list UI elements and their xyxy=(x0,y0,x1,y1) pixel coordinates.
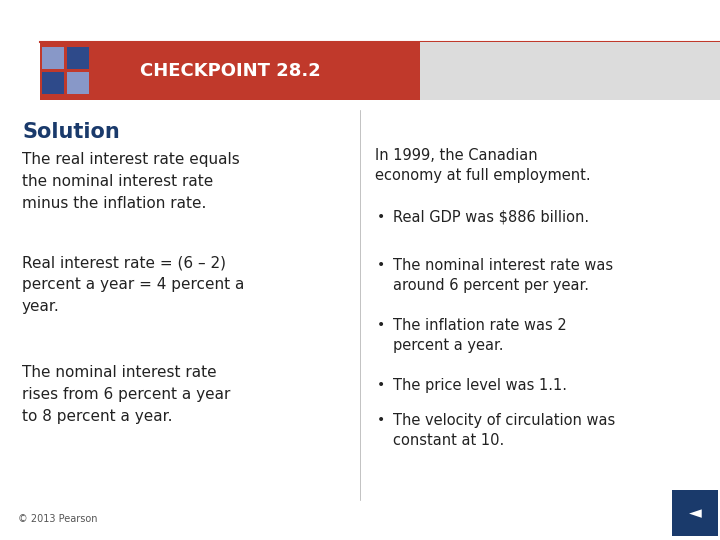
Text: •: • xyxy=(377,210,385,224)
Text: The nominal interest rate was
around 6 percent per year.: The nominal interest rate was around 6 p… xyxy=(393,258,613,293)
Text: In 1999, the Canadian
economy at full employment.: In 1999, the Canadian economy at full em… xyxy=(375,148,590,184)
Text: The velocity of circulation was
constant at 10.: The velocity of circulation was constant… xyxy=(393,413,616,448)
FancyBboxPatch shape xyxy=(67,47,89,69)
Text: The real interest rate equals
the nominal interest rate
minus the inflation rate: The real interest rate equals the nomina… xyxy=(22,152,240,211)
FancyBboxPatch shape xyxy=(42,72,64,94)
Text: Real GDP was $886 billion.: Real GDP was $886 billion. xyxy=(393,210,589,225)
Text: CHECKPOINT 28.2: CHECKPOINT 28.2 xyxy=(140,62,320,80)
Text: The nominal interest rate
rises from 6 percent a year
to 8 percent a year.: The nominal interest rate rises from 6 p… xyxy=(22,365,230,424)
FancyBboxPatch shape xyxy=(42,47,64,69)
FancyBboxPatch shape xyxy=(40,42,420,100)
FancyBboxPatch shape xyxy=(67,72,89,94)
Text: ◄: ◄ xyxy=(688,504,701,522)
Text: The price level was 1.1.: The price level was 1.1. xyxy=(393,378,567,393)
Text: •: • xyxy=(377,318,385,332)
Text: •: • xyxy=(377,378,385,392)
Text: Solution: Solution xyxy=(22,122,120,142)
Text: •: • xyxy=(377,258,385,272)
FancyBboxPatch shape xyxy=(40,42,720,100)
Text: © 2013 Pearson: © 2013 Pearson xyxy=(18,514,97,524)
Text: •: • xyxy=(377,413,385,427)
FancyBboxPatch shape xyxy=(672,490,718,536)
Text: Real interest rate = (6 – 2)
percent a year = 4 percent a
year.: Real interest rate = (6 – 2) percent a y… xyxy=(22,255,244,314)
Text: The inflation rate was 2
percent a year.: The inflation rate was 2 percent a year. xyxy=(393,318,567,353)
